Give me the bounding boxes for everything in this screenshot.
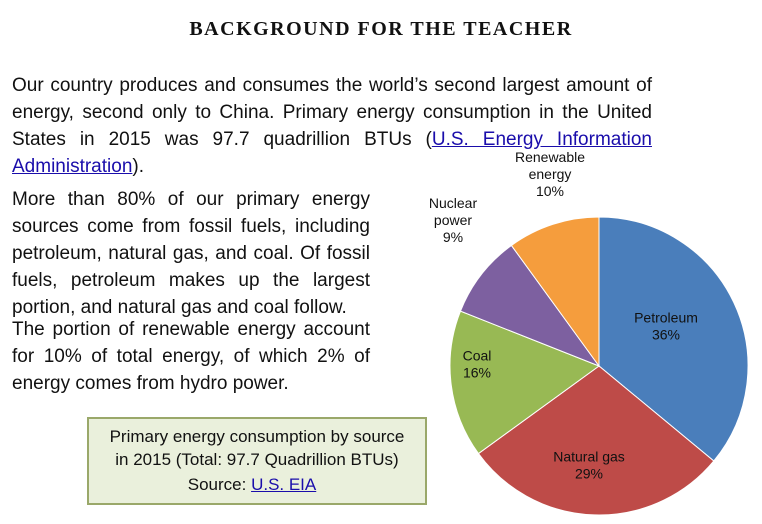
intro-text-after: ).	[132, 156, 144, 177]
eia-link[interactable]: U.S. Energy Information Administration	[12, 129, 652, 177]
pie-slice-renewable-energy	[510, 216, 600, 368]
pie-label-nuclear-power: Nuclear power 9%	[429, 195, 478, 245]
intro-text-before: Our country produces and consumes the wo…	[12, 75, 652, 150]
fossil-fuels-paragraph: More than 80% of our primary energy sour…	[12, 189, 370, 318]
pie-slice-petroleum	[598, 216, 749, 462]
renewable-paragraph: The portion of renewable energy account …	[12, 319, 370, 394]
pie-label-coal: Coal 16%	[463, 348, 492, 381]
pie-label-natural-gas: Natural gas 29%	[553, 449, 625, 482]
pie-slice-natural-gas	[477, 365, 715, 516]
pie-label-renewable-energy: Renewable energy 10%	[515, 150, 585, 199]
chart-caption-box: Primary energy consumption by source in …	[87, 417, 427, 505]
intro-paragraph: Our country produces and consumes the wo…	[12, 72, 652, 180]
caption-line-1: Primary energy consumption by source	[109, 427, 405, 446]
eia-source-link[interactable]: U.S. EIA	[251, 475, 317, 494]
pie-slice-nuclear-power	[459, 244, 601, 368]
caption-source: Source: U.S. EIA	[79, 473, 425, 496]
pie-label-petroleum: Petroleum 36%	[634, 310, 698, 343]
page-heading: BACKGROUND FOR THE TEACHER	[189, 18, 573, 40]
caption-line-2: in 2015 (Total: 97.7 Quadrillion BTUs)	[115, 450, 399, 469]
pie-slice-coal	[449, 310, 601, 455]
caption-source-label: Source:	[187, 475, 252, 494]
energy-pie-chart: Petroleum 36% Natural gas 29% Coal 16% Nuclear…	[429, 150, 749, 516]
